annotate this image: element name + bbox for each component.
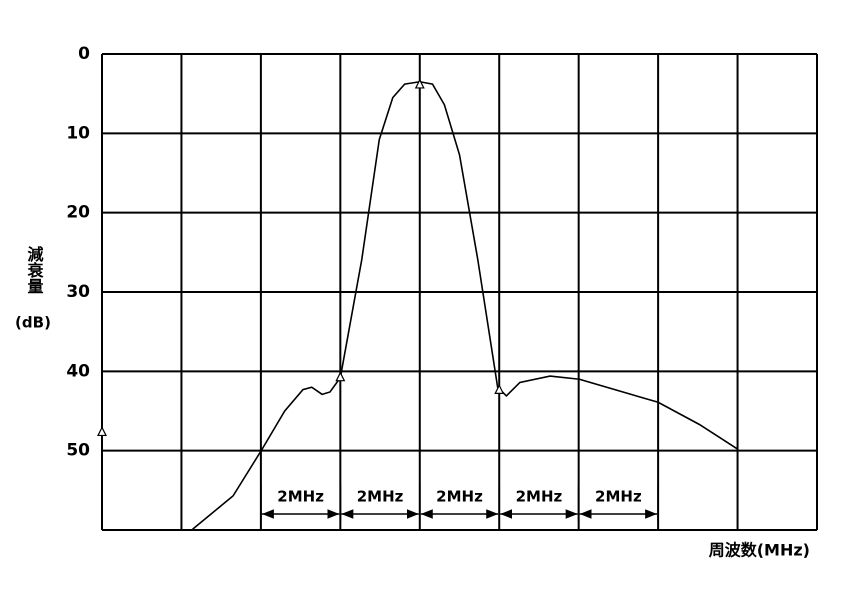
y-tick-label: 40 bbox=[66, 361, 90, 381]
marker bbox=[335, 371, 346, 382]
y-tick-label: 50 bbox=[66, 441, 90, 461]
y-axis-unit: (dB) bbox=[15, 314, 51, 332]
y-axis-label: 減衰量 bbox=[25, 245, 45, 294]
annotation-label: 2MHz bbox=[516, 488, 563, 506]
y-tick-label: 0 bbox=[78, 44, 90, 64]
y-tick-label: 30 bbox=[66, 282, 90, 302]
marker bbox=[494, 384, 505, 394]
x-axis-label: 周波数(MHz) bbox=[709, 541, 810, 560]
curve bbox=[192, 80, 738, 530]
annotation-label: 2MHz bbox=[595, 488, 642, 506]
y-tick-label: 20 bbox=[66, 203, 90, 223]
y-tick-label: 10 bbox=[66, 123, 90, 143]
annotation-label: 2MHz bbox=[436, 488, 483, 506]
marker bbox=[414, 78, 425, 89]
marker bbox=[97, 426, 107, 437]
annotation-label: 2MHz bbox=[277, 488, 324, 506]
annotation-label: 2MHz bbox=[357, 488, 404, 506]
